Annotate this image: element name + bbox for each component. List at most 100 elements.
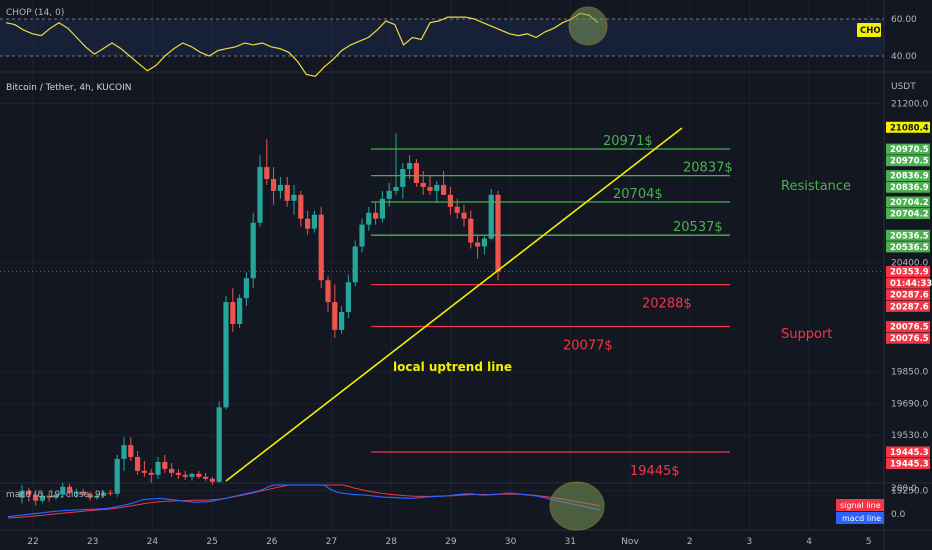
x-axis-label: 2 (687, 537, 693, 547)
price-badge-text: 20076.5 (890, 323, 929, 333)
x-axis-label: 29 (445, 537, 457, 547)
x-axis-label: 3 (747, 537, 753, 547)
main-title: Bitcoin / Tether, 4h, KUCOIN (6, 83, 131, 93)
price-badge-text: 19445.3 (890, 448, 929, 458)
candle-body (216, 407, 222, 482)
grid-lines (0, 0, 884, 530)
x-axis-label: 22 (27, 537, 38, 547)
price-badge (886, 121, 930, 133)
price-badge (886, 143, 930, 155)
candle-body (332, 302, 338, 330)
candle-body (318, 214, 324, 281)
candle-body (271, 178, 277, 191)
price-badge-text: 01:44:33 (890, 279, 932, 289)
candle-body (209, 478, 215, 482)
candle-body (87, 493, 93, 498)
candle-body (359, 224, 365, 247)
candle-body (230, 302, 236, 324)
resistance-label: 20837$ (683, 161, 733, 176)
candle-body (291, 194, 297, 201)
candle-body (325, 280, 331, 303)
candle-body (101, 492, 107, 496)
price-badge-text: 20287.6 (890, 302, 929, 312)
support-label: 19445$ (630, 464, 680, 479)
candle-body (141, 470, 147, 473)
price-scale-label: 19530.0 (891, 431, 928, 441)
price-badge (886, 155, 930, 167)
candle-body (135, 456, 141, 471)
x-axis-label: 28 (385, 537, 397, 547)
price-badge-text: 21080.4 (890, 123, 929, 133)
price-badge (886, 196, 930, 208)
candle-body (162, 461, 168, 469)
price-badge-text: 20836.9 (890, 183, 929, 193)
candle-body (80, 491, 86, 494)
chop-badge (857, 23, 881, 37)
candle-body (169, 468, 175, 473)
macd-line (7, 484, 601, 518)
signal-legend-badge (836, 499, 884, 511)
candle-body (454, 206, 460, 213)
candle-body (73, 491, 79, 493)
support-text: Support (781, 327, 832, 342)
candle-body (53, 494, 59, 498)
resistance-label: 20537$ (673, 220, 723, 235)
candle-body (420, 182, 426, 187)
candles (19, 133, 501, 506)
chop-highlight-circle (568, 6, 608, 46)
candle-body (114, 458, 120, 494)
price-badge-text: 20836.9 (890, 172, 929, 182)
candle-body (182, 474, 188, 477)
price-badge-text: 20704.2 (890, 210, 929, 220)
price-badge-text: 20970.5 (890, 157, 929, 167)
support-label: 20077$ (563, 339, 613, 354)
candle-body (250, 222, 256, 279)
candle-body (393, 186, 399, 191)
candle-body (495, 194, 501, 272)
candle-body (468, 218, 474, 243)
x-axis-label: 24 (147, 537, 159, 547)
candle-body (19, 490, 25, 498)
candle-body (441, 184, 447, 195)
price-scale-label: 19690.0 (891, 399, 928, 409)
macd-legend-badge (836, 512, 884, 524)
macd-highlight-circle (549, 481, 605, 531)
candle-body (413, 163, 419, 183)
price-badge-text: 20076.5 (890, 334, 929, 344)
candle-body (67, 486, 73, 493)
candle-body (345, 282, 351, 313)
candle-body (379, 198, 385, 219)
support-label: 20288$ (642, 297, 692, 312)
candle-body (427, 186, 433, 191)
candle-body (148, 472, 154, 475)
candle-body (305, 218, 311, 229)
candle-body (128, 445, 134, 457)
candle-body (284, 184, 290, 201)
candle-body (488, 194, 494, 239)
price-badge (886, 321, 930, 333)
price-badge (886, 289, 930, 301)
resistance-label: 20971$ (603, 134, 653, 149)
price-badge (886, 458, 930, 470)
price-badge-text: 20704.2 (890, 198, 929, 208)
candle-body (298, 194, 304, 219)
price-badge (886, 446, 930, 458)
macd-scale-label: 0.0 (891, 510, 906, 520)
candle-body (26, 490, 32, 495)
chop-badge-text: CHOP (860, 26, 887, 36)
x-axis-label: 30 (505, 537, 517, 547)
x-axis-label: 31 (565, 537, 576, 547)
price-scale-label: 21200.0 (891, 100, 928, 110)
price-scale-label: 19250.0 (891, 487, 928, 497)
x-axis-label: 27 (326, 537, 337, 547)
candle-body (257, 167, 263, 223)
candle-body (400, 169, 406, 187)
price-scale-label: 19850.0 (891, 368, 928, 378)
price-badge-text: 19445.3 (890, 460, 929, 470)
candle-body (461, 212, 467, 219)
candle-body (155, 461, 161, 475)
currency-label: USDT (891, 82, 916, 92)
macd-title: macd (8, 19, close, 9) (6, 490, 104, 500)
candle-body (46, 495, 52, 498)
